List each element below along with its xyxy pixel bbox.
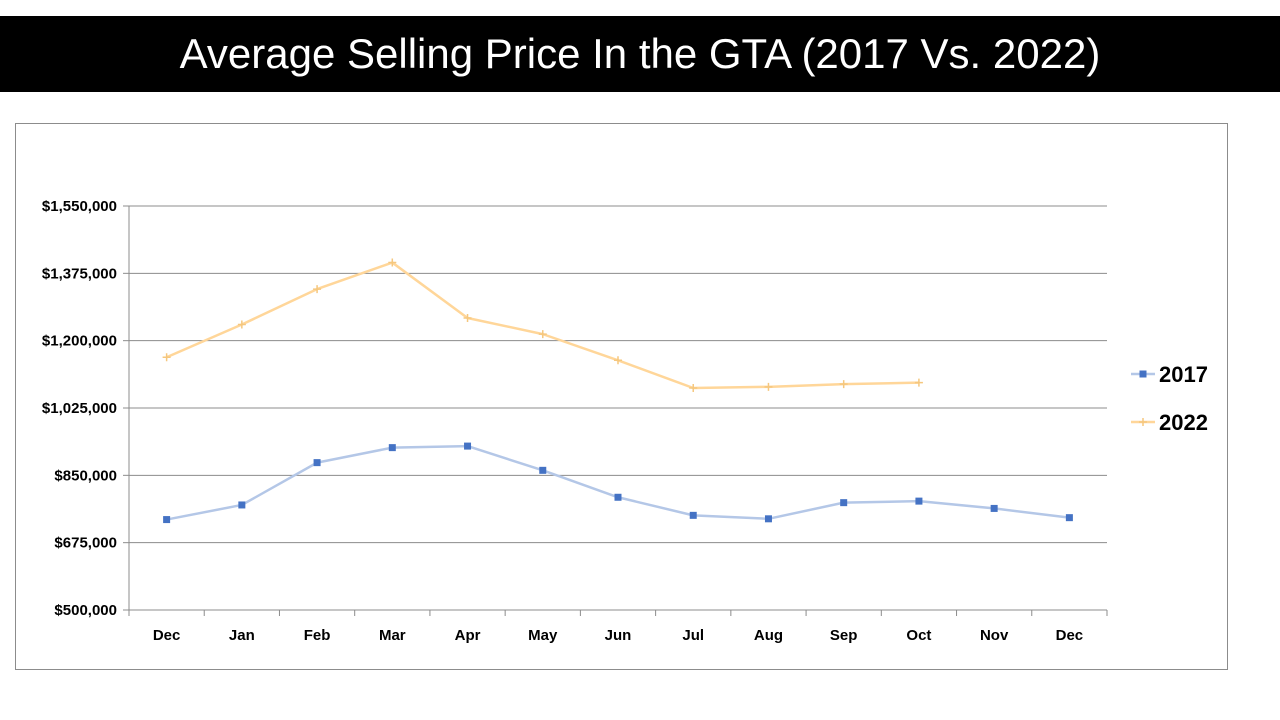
- axes: $500,000 $675,000 $850,000 $1,025,000 $1,200…: [42, 198, 1108, 644]
- chart-frame: [15, 123, 1228, 670]
- series-line: [166, 261, 919, 390]
- data-point: [914, 378, 923, 387]
- x-tick-label: Oct: [906, 627, 931, 644]
- series-line: [166, 444, 1070, 521]
- x-tick-label: May: [528, 627, 558, 644]
- data-point: [463, 313, 472, 322]
- x-tick-label: Jun: [605, 627, 632, 644]
- data-point: [689, 511, 697, 519]
- series-layer: [162, 258, 1073, 524]
- data-point: [764, 382, 773, 391]
- data-point: [614, 493, 622, 501]
- data-point: [538, 330, 547, 339]
- data-point: [238, 501, 246, 509]
- x-tick-label: Aug: [754, 627, 783, 644]
- data-point: [162, 353, 171, 362]
- x-tick-label: Sep: [830, 627, 858, 644]
- data-point: [990, 504, 998, 512]
- x-tick-label: Jan: [229, 627, 255, 644]
- data-point: [237, 320, 246, 329]
- y-tick-label: $1,025,000: [42, 400, 117, 417]
- legend-label: 2017: [1159, 362, 1208, 387]
- data-point: [163, 516, 171, 524]
- data-point: [915, 497, 923, 505]
- data-point: [388, 258, 397, 267]
- x-tick-label: Apr: [455, 627, 481, 644]
- data-point: [839, 380, 848, 389]
- data-point: [1065, 514, 1073, 522]
- y-tick-label: $1,550,000: [42, 198, 117, 215]
- gridlines: [129, 205, 1107, 544]
- data-point: [539, 466, 547, 474]
- data-point: [388, 444, 396, 452]
- legend-label: 2022: [1159, 410, 1208, 435]
- y-tick-label: $500,000: [54, 602, 117, 619]
- x-tick-label: Dec: [153, 627, 181, 644]
- y-tick-label: $850,000: [54, 467, 117, 484]
- legend-entry-2022: 2022: [1131, 410, 1208, 435]
- y-tick-label: $1,375,000: [42, 265, 117, 282]
- legend-marker: [1139, 370, 1147, 378]
- data-point: [313, 459, 321, 467]
- data-point: [840, 499, 848, 507]
- series-2022: [162, 258, 923, 392]
- slide-title: Average Selling Price In the GTA (2017 V…: [179, 30, 1101, 77]
- x-tick-label: Mar: [379, 627, 406, 644]
- data-point: [764, 515, 772, 523]
- legend-entry-2017: 2017: [1131, 362, 1208, 387]
- data-point: [689, 383, 698, 392]
- data-point: [313, 285, 322, 294]
- x-tick-label: Feb: [304, 627, 331, 644]
- x-tick-label: Jul: [682, 627, 704, 644]
- data-point: [614, 356, 622, 365]
- data-point: [464, 442, 472, 450]
- legend-marker: [1139, 418, 1147, 426]
- x-tick-label: Dec: [1056, 627, 1084, 644]
- y-tick-label: $675,000: [54, 535, 117, 552]
- x-tick-label: Nov: [980, 627, 1009, 644]
- series-2017: [163, 442, 1073, 524]
- legend: 2017 2022: [1131, 362, 1208, 435]
- title-bar: Average Selling Price In the GTA (2017 V…: [0, 16, 1280, 92]
- y-tick-label: $1,200,000: [42, 333, 117, 350]
